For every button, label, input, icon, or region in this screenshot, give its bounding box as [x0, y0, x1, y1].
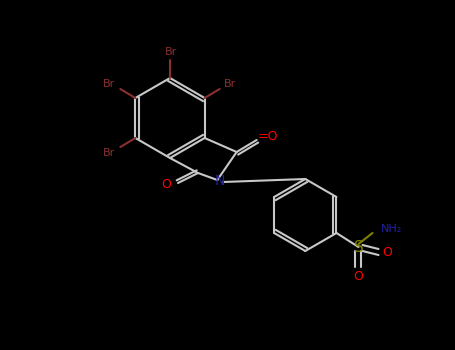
- Text: Br: Br: [103, 148, 116, 158]
- Text: Br: Br: [223, 79, 236, 89]
- Text: Br: Br: [165, 47, 177, 57]
- Text: NH₂: NH₂: [380, 224, 402, 234]
- Text: O: O: [383, 245, 392, 259]
- Text: N: N: [214, 174, 224, 188]
- Text: Br: Br: [103, 79, 116, 89]
- Text: O: O: [161, 178, 171, 191]
- Text: S: S: [354, 239, 364, 254]
- Text: O: O: [354, 270, 364, 282]
- Text: =O: =O: [258, 131, 278, 144]
